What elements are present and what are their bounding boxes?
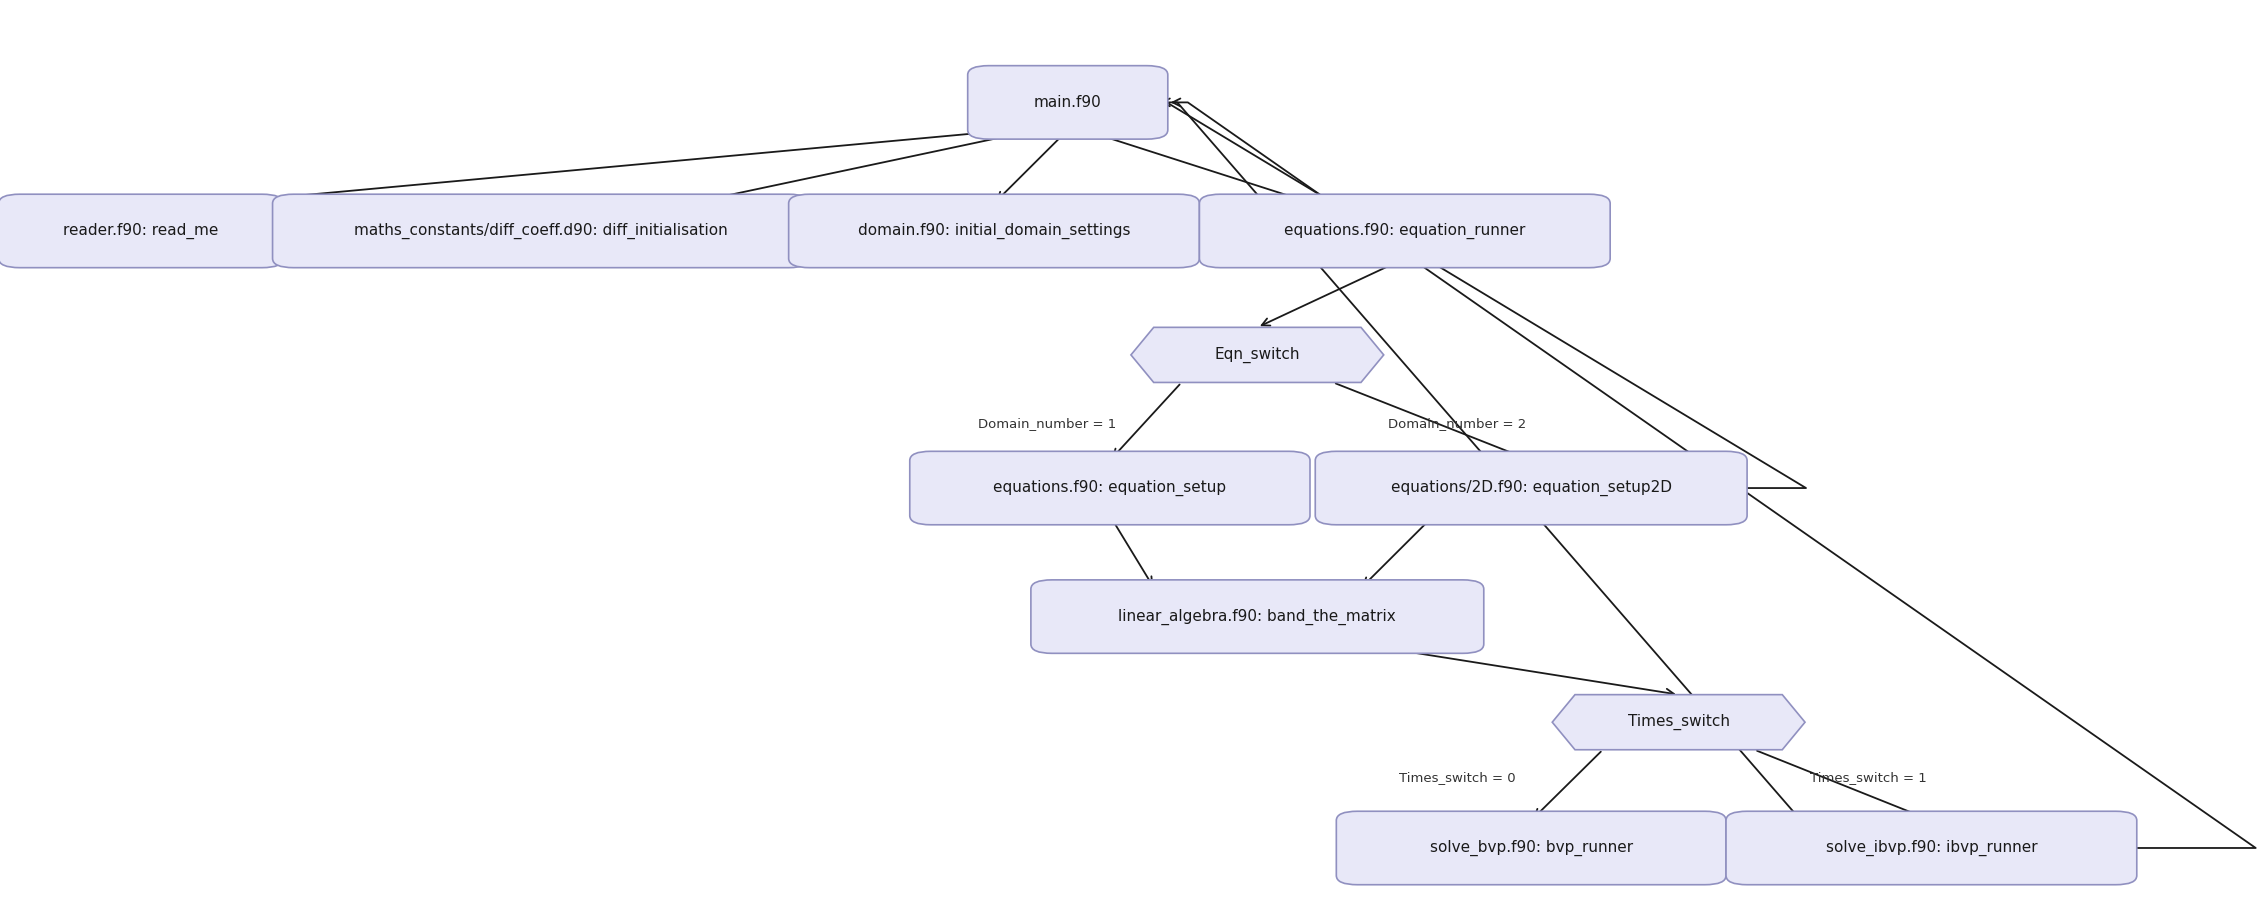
Text: maths_constants/diff_coeff.d90: diff_initialisation: maths_constants/diff_coeff.d90: diff_ini… [355, 223, 727, 239]
Text: reader.f90: read_me: reader.f90: read_me [63, 223, 219, 239]
FancyArrowPatch shape [1152, 99, 1806, 488]
FancyBboxPatch shape [0, 194, 282, 268]
FancyBboxPatch shape [910, 451, 1310, 525]
Text: equations/2D.f90: equation_setup2D: equations/2D.f90: equation_setup2D [1391, 480, 1671, 496]
FancyArrowPatch shape [219, 130, 1009, 206]
FancyArrowPatch shape [1262, 260, 1402, 325]
FancyArrowPatch shape [1111, 518, 1152, 585]
FancyArrowPatch shape [1364, 645, 1673, 696]
Text: solve_ibvp.f90: ibvp_runner: solve_ibvp.f90: ibvp_runner [1824, 840, 2037, 857]
FancyBboxPatch shape [1199, 194, 1610, 268]
Text: Domain_number = 2: Domain_number = 2 [1389, 417, 1526, 430]
Text: equations.f90: equation_runner: equations.f90: equation_runner [1285, 223, 1526, 239]
FancyArrowPatch shape [1337, 383, 1526, 460]
FancyArrowPatch shape [1086, 131, 1307, 204]
Text: Eqn_switch: Eqn_switch [1215, 347, 1301, 363]
Text: main.f90: main.f90 [1034, 95, 1102, 110]
Text: solve_bvp.f90: bvp_runner: solve_bvp.f90: bvp_runner [1429, 840, 1633, 857]
FancyBboxPatch shape [788, 194, 1199, 268]
FancyArrowPatch shape [998, 132, 1066, 200]
Text: Times_switch = 1: Times_switch = 1 [1811, 771, 1926, 784]
FancyArrowPatch shape [1535, 752, 1601, 817]
FancyBboxPatch shape [1337, 811, 1725, 885]
FancyArrowPatch shape [1364, 518, 1432, 586]
FancyArrowPatch shape [1757, 751, 1926, 820]
Text: domain.f90: initial_domain_settings: domain.f90: initial_domain_settings [858, 223, 1131, 239]
FancyArrowPatch shape [1163, 99, 1824, 848]
FancyBboxPatch shape [1314, 451, 1748, 525]
Polygon shape [1551, 694, 1804, 750]
FancyBboxPatch shape [969, 65, 1167, 139]
FancyBboxPatch shape [273, 194, 811, 268]
FancyBboxPatch shape [1725, 811, 2136, 885]
FancyArrowPatch shape [1113, 384, 1179, 457]
Text: linear_algebra.f90: band_the_matrix: linear_algebra.f90: band_the_matrix [1118, 609, 1395, 624]
Text: Times_switch = 0: Times_switch = 0 [1400, 771, 1515, 784]
Polygon shape [1131, 327, 1384, 382]
FancyBboxPatch shape [1032, 580, 1484, 653]
FancyArrowPatch shape [693, 131, 1034, 204]
Text: Times_switch: Times_switch [1628, 714, 1730, 730]
FancyArrowPatch shape [1172, 99, 2256, 848]
Text: equations.f90: equation_setup: equations.f90: equation_setup [994, 480, 1226, 496]
Text: Domain_number = 1: Domain_number = 1 [978, 417, 1115, 430]
